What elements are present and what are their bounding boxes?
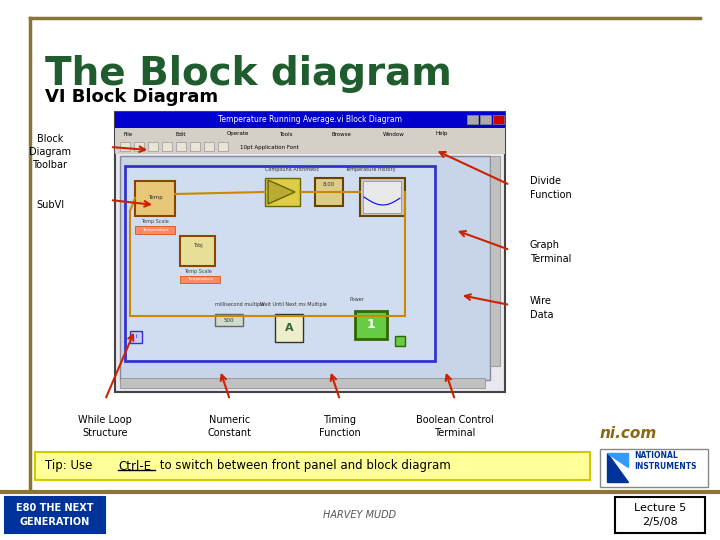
Text: Wire
Data: Wire Data bbox=[530, 296, 554, 320]
Text: Temp Scale: Temp Scale bbox=[184, 268, 212, 273]
Text: Boolean Control
Terminal: Boolean Control Terminal bbox=[416, 415, 494, 438]
Text: to switch between front panel and block diagram: to switch between front panel and block … bbox=[156, 460, 451, 472]
Text: NATIONAL
INSTRUMENTS: NATIONAL INSTRUMENTS bbox=[634, 450, 696, 471]
Bar bbox=[115, 112, 505, 128]
Bar bbox=[115, 128, 505, 140]
Text: Tip: Use: Tip: Use bbox=[45, 460, 96, 472]
Bar bbox=[162, 142, 172, 151]
Bar bbox=[176, 142, 186, 151]
Bar bbox=[120, 156, 490, 380]
Bar bbox=[134, 142, 144, 151]
Text: i: i bbox=[135, 334, 137, 340]
Bar bbox=[360, 178, 405, 216]
Polygon shape bbox=[607, 453, 628, 467]
Bar bbox=[490, 156, 500, 366]
Bar bbox=[355, 311, 387, 339]
Text: Temperature Running Average.vi Block Diagram: Temperature Running Average.vi Block Dia… bbox=[218, 116, 402, 125]
Bar bbox=[215, 314, 243, 326]
Text: Timing
Function: Timing Function bbox=[319, 415, 361, 438]
Bar bbox=[35, 452, 590, 480]
Text: Temp Scale: Temp Scale bbox=[141, 219, 169, 224]
Text: 500: 500 bbox=[224, 318, 234, 322]
Text: File: File bbox=[123, 132, 132, 137]
Bar bbox=[615, 497, 705, 533]
Bar bbox=[493, 115, 504, 124]
Text: Tools: Tools bbox=[279, 132, 292, 137]
Text: Block
Diagram
Toolbar: Block Diagram Toolbar bbox=[29, 134, 71, 170]
Bar bbox=[395, 336, 405, 346]
Bar bbox=[135, 181, 175, 216]
Text: Edit: Edit bbox=[175, 132, 186, 137]
Text: Temp: Temp bbox=[148, 195, 163, 200]
Bar bbox=[190, 142, 200, 151]
Bar bbox=[120, 142, 130, 151]
Bar bbox=[125, 166, 435, 361]
Bar bbox=[275, 314, 303, 342]
Text: Wait Until Next ms Multiple: Wait Until Next ms Multiple bbox=[260, 302, 327, 307]
Bar bbox=[115, 140, 505, 154]
Text: Ctrl-E: Ctrl-E bbox=[118, 460, 151, 472]
Text: HARVEY MUDD: HARVEY MUDD bbox=[323, 510, 397, 520]
Text: 10pt Application Font: 10pt Application Font bbox=[240, 145, 299, 150]
Bar bbox=[600, 449, 708, 487]
Text: Power: Power bbox=[350, 297, 365, 302]
Text: Browse: Browse bbox=[331, 132, 351, 137]
Bar bbox=[120, 378, 485, 388]
Bar bbox=[130, 331, 142, 343]
Text: Graph
Terminal: Graph Terminal bbox=[530, 240, 572, 264]
Bar bbox=[180, 236, 215, 266]
Text: A: A bbox=[284, 323, 293, 333]
Text: Temperature: Temperature bbox=[142, 228, 168, 232]
Text: millisecond multiple: millisecond multiple bbox=[215, 302, 264, 307]
Bar bbox=[148, 142, 158, 151]
Text: The Block diagram: The Block diagram bbox=[45, 55, 452, 93]
Text: Numeric
Constant: Numeric Constant bbox=[208, 415, 252, 438]
Text: While Loop
Structure: While Loop Structure bbox=[78, 415, 132, 438]
Bar bbox=[204, 142, 214, 151]
Text: Operate: Operate bbox=[227, 132, 249, 137]
Bar bbox=[480, 115, 491, 124]
Bar bbox=[180, 276, 220, 283]
Text: Temperature: Temperature bbox=[187, 277, 213, 281]
Bar bbox=[115, 112, 505, 392]
Bar bbox=[363, 181, 401, 213]
Text: 1: 1 bbox=[366, 319, 375, 332]
Text: Divide
Function: Divide Function bbox=[530, 177, 572, 200]
Bar bbox=[135, 226, 175, 234]
Bar bbox=[265, 178, 300, 206]
Text: VI Block Diagram: VI Block Diagram bbox=[45, 88, 218, 106]
Text: ni.com: ni.com bbox=[600, 426, 657, 441]
Text: Lecture 5
2/5/08: Lecture 5 2/5/08 bbox=[634, 503, 686, 526]
Text: E80 THE NEXT
GENERATION: E80 THE NEXT GENERATION bbox=[17, 503, 94, 526]
Text: Window: Window bbox=[383, 132, 405, 137]
Text: 8.00: 8.00 bbox=[323, 181, 335, 186]
Bar bbox=[218, 142, 228, 151]
Text: Tobj: Tobj bbox=[193, 244, 203, 248]
Text: Temperature History: Temperature History bbox=[345, 167, 395, 172]
Bar bbox=[315, 178, 343, 206]
Polygon shape bbox=[268, 180, 295, 204]
Bar bbox=[467, 115, 478, 124]
Text: Compound Arithmetic: Compound Arithmetic bbox=[265, 167, 319, 172]
Text: Help: Help bbox=[435, 132, 448, 137]
Text: SubVI: SubVI bbox=[36, 200, 64, 210]
Bar bbox=[5, 497, 105, 533]
Polygon shape bbox=[607, 453, 628, 482]
